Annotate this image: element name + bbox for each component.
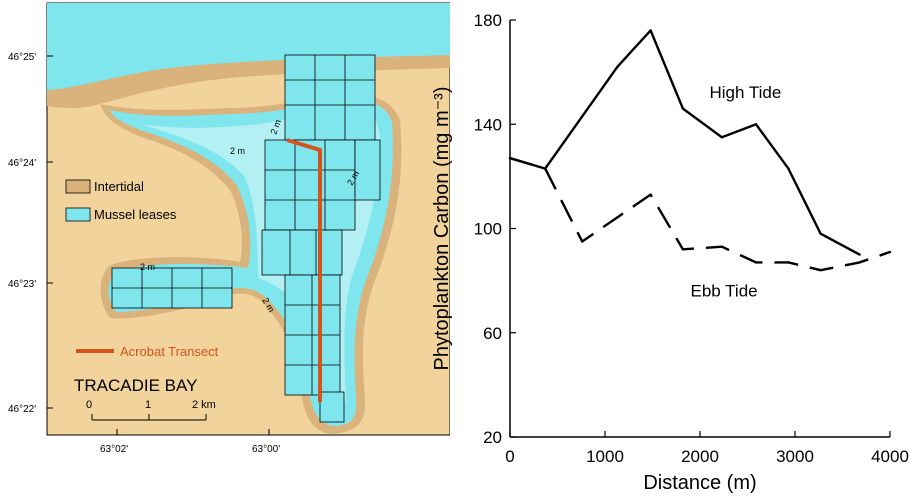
series-label-high-tide: High Tide [710,83,782,102]
data-point [543,167,547,170]
longitude-label: 63°00' [252,444,280,455]
data-point [649,193,652,196]
latitude-ticks [47,55,270,435]
data-point [720,136,724,139]
y-axis-label: Phytoplankton Carbon (mg m⁻³) [431,86,453,370]
x-tick-label: 0 [505,447,514,466]
legend-mussel-leases-label: Mussel leases [94,207,177,222]
latitude-label: 46°25' [8,52,36,63]
series-label-ebb-tide: Ebb Tide [691,281,758,300]
x-tick-label: 4000 [871,447,909,466]
map-northern-sea [47,3,450,91]
series-line-ebb-tide [509,156,891,272]
longitude-label: 63°02' [100,444,128,455]
data-point [888,250,892,254]
data-point [649,29,652,32]
data-point [754,261,758,264]
x-tick-label: 3000 [776,447,814,466]
data-point [508,156,512,160]
latitude-label: 46°24' [8,158,36,169]
depth-label: 2 m [230,146,245,156]
latitude-label: 46°23' [8,279,36,290]
data-point [787,261,790,264]
scale-tick-label: 2 km [192,399,216,411]
x-axis-label: Distance (m) [643,472,756,494]
data-point [581,240,584,243]
intertidal-swatch [65,179,91,194]
phytoplankton-chart: 20 60 100 140 180 0 1000 2000 3000 4000 High Tide E… [431,11,909,494]
data-point [720,245,724,248]
y-tick-label: 140 [474,115,502,134]
y-tick-label: 60 [483,324,502,343]
scale-bar [91,414,207,421]
x-tick-label: 1000 [586,447,624,466]
legend-intertidal-label: Intertidal [94,179,144,194]
y-tick-label: 100 [474,220,502,239]
depth-label: 2 m [268,118,283,136]
map-title: TRACADIE BAY [74,376,197,395]
y-tick-label: 20 [483,428,502,447]
tracadie-bay-map: 2 m 2 m 2 m 2 m 2 m 46°25' 46°24' 46°23'… [8,2,450,455]
y-tick-label: 180 [474,11,502,30]
data-point [681,248,685,251]
x-tick-label: 2000 [681,447,719,466]
map-mussel-leases [111,54,381,423]
acrobat-transect-line [286,138,322,402]
chart-text: 20 60 100 140 180 0 1000 2000 3000 4000 High Tide E… [431,11,909,494]
series-line-high-tide [509,29,861,256]
data-point [616,65,619,69]
chart-axes [509,19,891,438]
map-legend: Intertidal Mussel leases Acrobat Transec… [65,179,219,359]
scale-tick-label: 1 [145,399,151,411]
depth-label: 2 m [140,262,155,272]
data-point [754,123,758,126]
data-point [819,232,822,235]
scale-tick-label: 0 [86,399,92,411]
data-point [819,269,822,272]
transect-legend-label: Acrobat Transect [120,344,219,359]
chart-series [508,29,892,272]
data-point [858,253,861,256]
data-point [681,107,685,110]
data-point [787,167,790,170]
mussel-leases-swatch [65,207,91,222]
data-point [858,261,861,264]
latitude-label: 46°22' [8,404,36,415]
